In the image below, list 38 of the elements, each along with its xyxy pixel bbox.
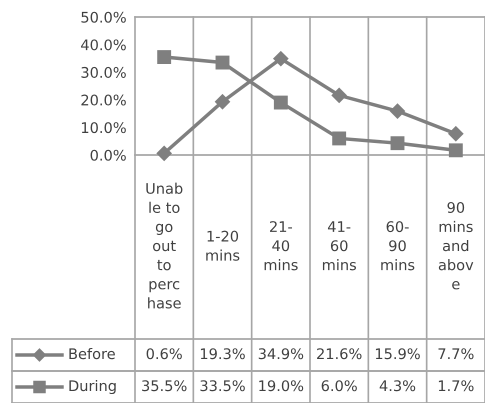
point	[448, 143, 463, 158]
x-tick-label: 41- 60 mins	[322, 221, 356, 270]
point	[273, 51, 288, 66]
legend-label: Before	[69, 348, 115, 360]
point	[156, 146, 172, 161]
point	[274, 96, 288, 110]
data-label: 4.3%	[380, 380, 416, 392]
y-tick-label: 10.0%	[82, 122, 126, 134]
data-label: 33.5%	[200, 380, 245, 392]
point	[390, 136, 404, 150]
data-label: 21.6%	[317, 348, 362, 360]
y-tick-label: 50.0%	[81, 12, 126, 23]
data-label: 34.9%	[258, 348, 304, 360]
x-tick-label: 90 mins and abov e	[438, 202, 474, 290]
point	[448, 126, 464, 142]
x-tick-label: Unab le to go out to perc hase	[146, 182, 182, 309]
data-label: 1.7%	[438, 380, 474, 392]
x-tick-label: 60- 90 mins	[381, 221, 414, 270]
point	[390, 104, 406, 119]
point	[332, 88, 347, 103]
data-label: 6.0%	[322, 380, 357, 392]
data-label: 19.3%	[200, 348, 245, 360]
y-tick-label: 40.0%	[81, 39, 126, 50]
x-tick-label: 1-20 mins	[206, 230, 240, 261]
point	[332, 131, 346, 146]
point	[216, 56, 230, 70]
data-label: 15.9%	[376, 348, 420, 360]
legend-label: During	[69, 380, 116, 394]
point	[214, 94, 230, 110]
y-tick-label: 30.0%	[81, 66, 126, 78]
x-tick-label: 21- 40 mins	[264, 221, 298, 270]
data-label: 0.6%	[146, 348, 182, 360]
data-label: 35.5%	[142, 380, 187, 392]
point	[157, 50, 172, 64]
data-label: 19.0%	[259, 380, 304, 392]
data-label: 7.7%	[438, 348, 474, 360]
y-tick-label: 20.0%	[81, 94, 126, 106]
y-tick-label: 0.0%	[90, 150, 126, 161]
